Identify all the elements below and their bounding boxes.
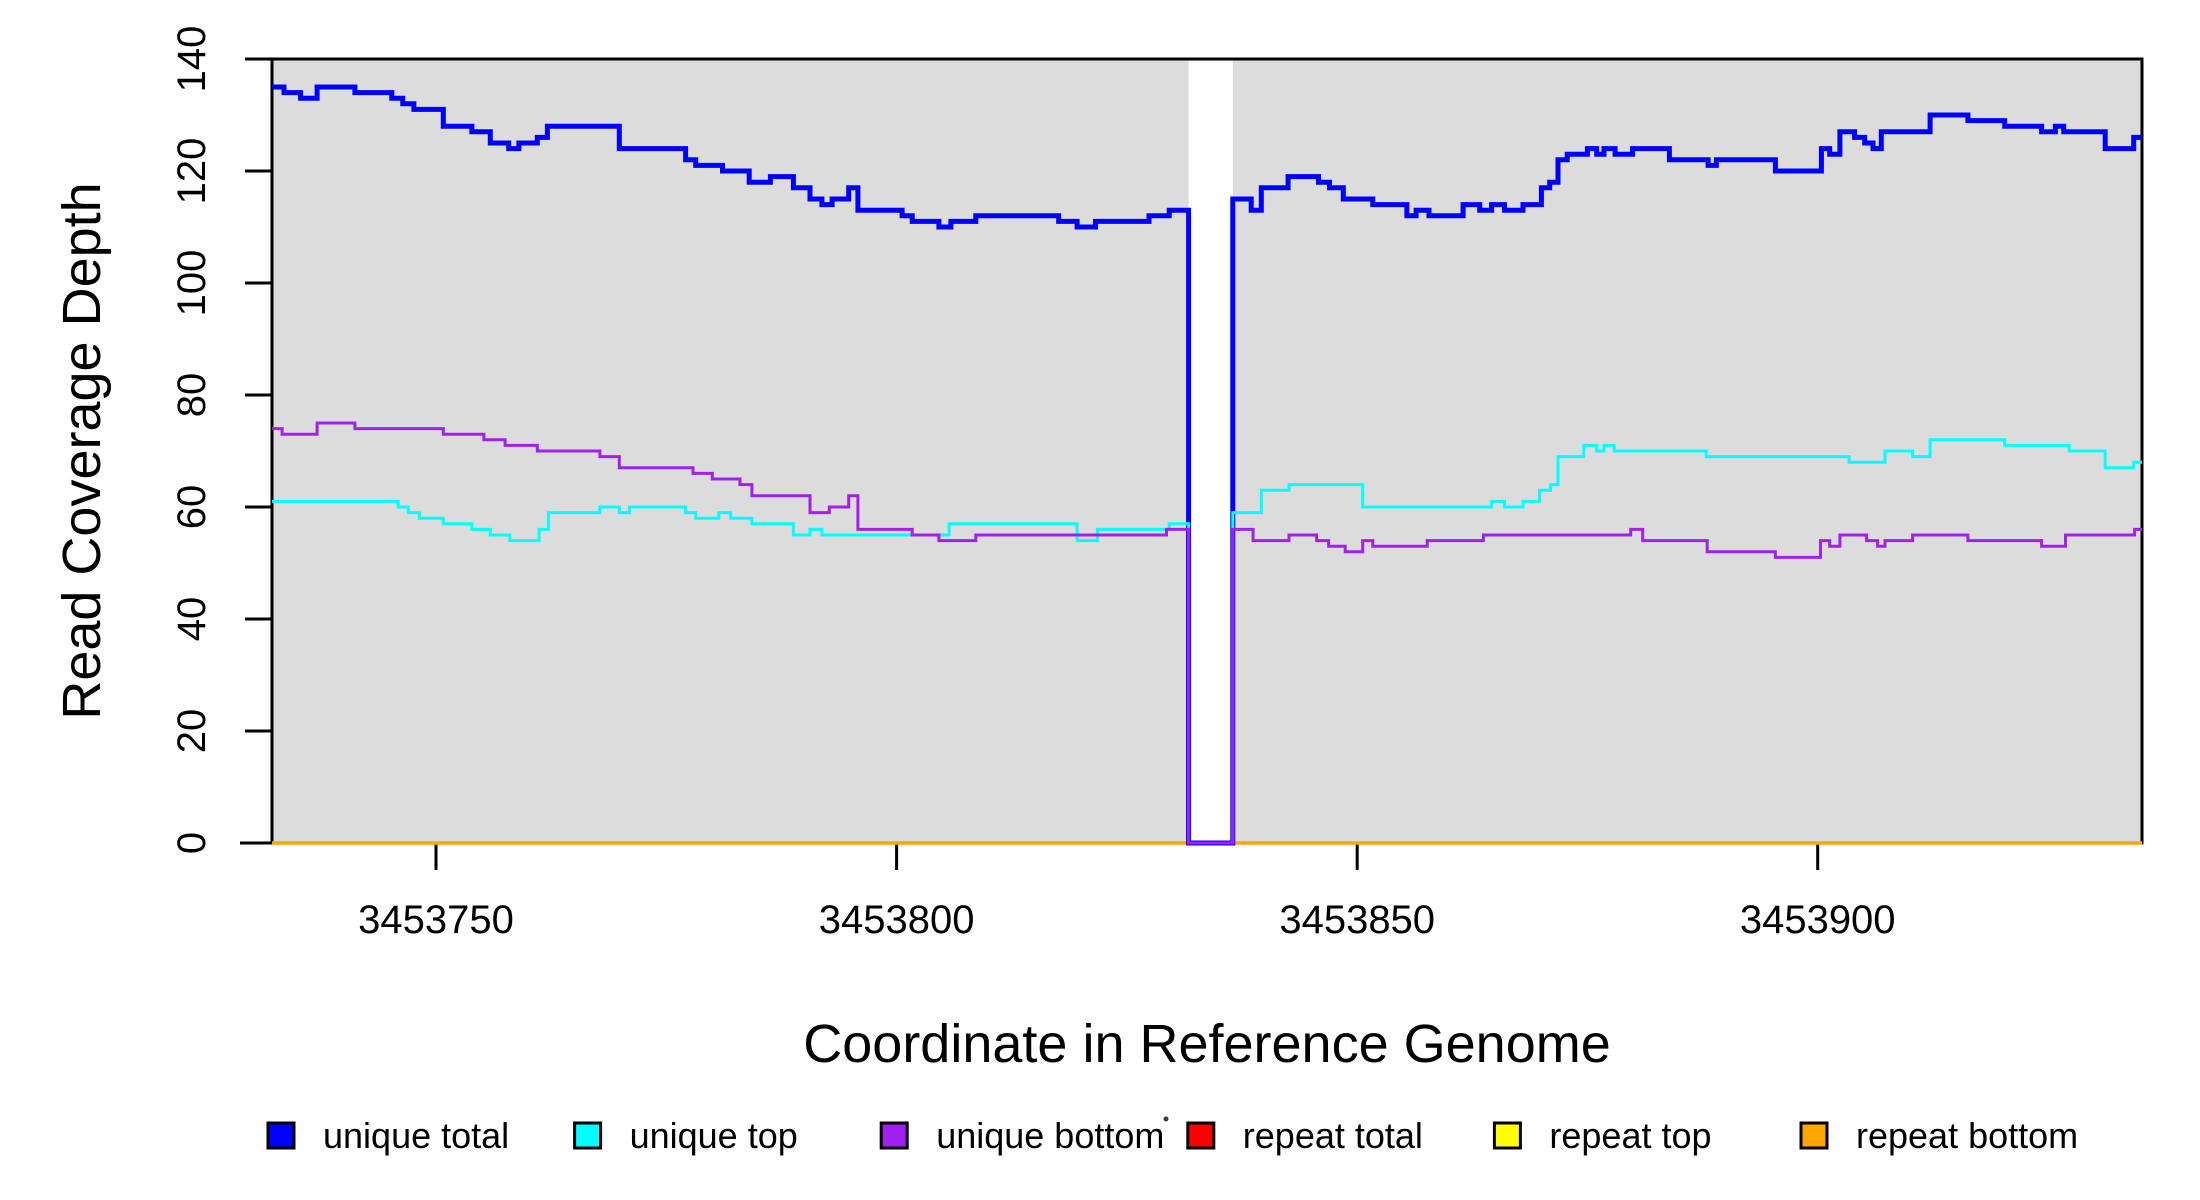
legend-label: unique total bbox=[323, 1115, 509, 1156]
x-axis-title: Coordinate in Reference Genome bbox=[803, 1014, 1610, 1074]
series-line-unique-total bbox=[272, 84, 2142, 846]
legend-item-repeat-top: repeat top bbox=[1492, 1115, 1712, 1156]
y-tick-label: 140 bbox=[170, 26, 214, 93]
x-tick-label: 3453800 bbox=[819, 898, 975, 942]
legend-swatch bbox=[1799, 1121, 1829, 1150]
legend-item-unique-bottom: unique bottom bbox=[879, 1115, 1164, 1156]
y-tick-label: 0 bbox=[170, 832, 214, 854]
series-line-unique-bottom bbox=[272, 421, 2142, 845]
legend-item-unique-total: unique total bbox=[266, 1115, 509, 1156]
series-line-unique-top bbox=[272, 438, 2142, 845]
legend-swatch bbox=[266, 1121, 296, 1150]
legend-item-repeat-total: repeat total bbox=[1186, 1115, 1423, 1156]
legend-label: unique top bbox=[630, 1115, 798, 1156]
artifact-group bbox=[1163, 1116, 1169, 1122]
y-tick-label: 100 bbox=[170, 250, 214, 317]
legend-item-unique-top: unique top bbox=[573, 1115, 798, 1156]
y-axis-title: Read Coverage Depth bbox=[52, 182, 112, 719]
legend-label: repeat total bbox=[1243, 1115, 1423, 1156]
y-tick-label: 120 bbox=[170, 138, 214, 205]
axes-group: 3453750 3453800 3453850 3453900 0 20 40 60 80 100… bbox=[170, 26, 1896, 942]
legend-label: repeat top bbox=[1549, 1115, 1711, 1156]
legend-swatch bbox=[879, 1121, 909, 1150]
legend-swatch bbox=[573, 1121, 603, 1150]
stray-dot bbox=[1163, 1116, 1169, 1122]
plot-background bbox=[272, 59, 1189, 843]
y-tick-label: 20 bbox=[170, 709, 214, 754]
legend-swatch bbox=[1186, 1121, 1216, 1150]
x-tick-label: 3453900 bbox=[1740, 898, 1896, 942]
x-tick-label: 3453750 bbox=[358, 898, 514, 942]
y-tick-label: 40 bbox=[170, 597, 214, 642]
x-tick-label: 3453850 bbox=[1279, 898, 1435, 942]
legend: unique total unique top unique bottom repea… bbox=[266, 1115, 2078, 1156]
legend-item-repeat-bottom: repeat bottom bbox=[1799, 1115, 2078, 1156]
legend-label: repeat bottom bbox=[1856, 1115, 2078, 1156]
legend-swatch bbox=[1492, 1121, 1522, 1150]
y-tick-label: 60 bbox=[170, 485, 214, 530]
series-group bbox=[272, 84, 2142, 846]
y-tick-label: 80 bbox=[170, 373, 214, 418]
legend-label: unique bottom bbox=[936, 1115, 1164, 1156]
